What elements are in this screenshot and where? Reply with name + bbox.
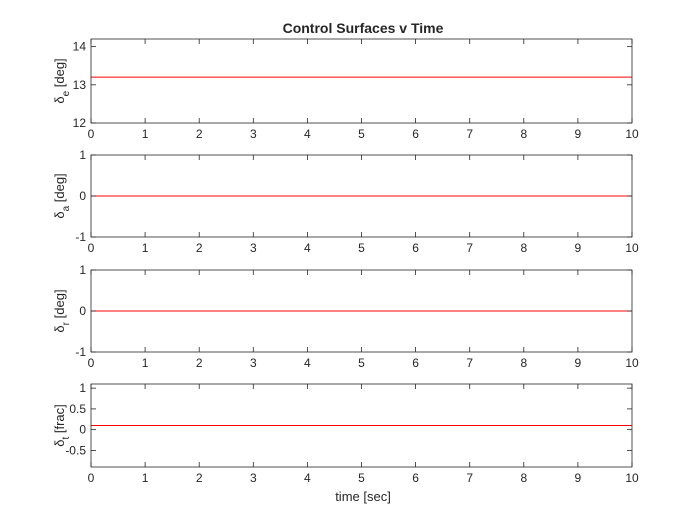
y-axis-label-symbol: δ: [52, 325, 67, 332]
x-tick-label: 7: [466, 356, 473, 370]
y-axis-label-subscript: e: [61, 90, 72, 96]
x-tick-label: 8: [520, 471, 527, 485]
x-tick-label: 6: [412, 241, 419, 255]
y-tick-label: 0.5: [69, 402, 86, 416]
x-tick-label: 4: [304, 241, 311, 255]
x-tick-label: 9: [575, 356, 582, 370]
x-tick-label: 1: [142, 356, 149, 370]
y-tick-label: 1: [79, 263, 86, 277]
y-axis-label-symbol: δ: [52, 96, 67, 103]
x-tick-label: 9: [575, 471, 582, 485]
x-tick-label: 9: [575, 127, 582, 141]
x-tick-label: 4: [304, 471, 311, 485]
x-tick-label: 4: [304, 127, 311, 141]
x-tick-label: 7: [466, 471, 473, 485]
y-tick-label: 1: [79, 148, 86, 162]
x-tick-label: 3: [250, 241, 257, 255]
y-axis-label-1: δe [deg]: [52, 58, 72, 103]
y-tick-label: -0.5: [65, 443, 86, 457]
y-axis-label-subscript: t: [61, 437, 72, 440]
x-tick-label: 10: [625, 127, 639, 141]
x-tick-label: 5: [358, 127, 365, 141]
x-tick-label: 5: [358, 471, 365, 485]
x-tick-label: 2: [196, 127, 203, 141]
x-tick-label: 1: [142, 127, 149, 141]
x-axis-label: time [sec]: [335, 489, 391, 504]
y-tick-label: 0: [79, 423, 86, 437]
x-tick-label: 6: [412, 127, 419, 141]
y-axis-label-symbol: δ: [52, 440, 67, 447]
y-axis-label-4: δt [frac]: [52, 404, 72, 447]
x-tick-label: 4: [304, 356, 311, 370]
x-tick-label: 0: [88, 127, 95, 141]
x-tick-label: 9: [575, 241, 582, 255]
x-tick-label: 7: [466, 241, 473, 255]
y-axis-label-3: δr [deg]: [52, 289, 72, 332]
chart-title: Control Surfaces v Time: [283, 20, 444, 36]
x-tick-label: 8: [520, 127, 527, 141]
x-tick-label: 6: [412, 471, 419, 485]
y-axis-label-unit: [deg]: [52, 58, 67, 91]
x-tick-label: 1: [142, 241, 149, 255]
y-axis-label-unit: [frac]: [52, 404, 67, 437]
x-tick-label: 2: [196, 471, 203, 485]
x-tick-label: 3: [250, 127, 257, 141]
x-tick-label: 0: [88, 356, 95, 370]
y-tick-label: 1: [79, 381, 86, 395]
x-tick-label: 7: [466, 127, 473, 141]
y-tick-label: 0: [79, 304, 86, 318]
y-axis-label-subscript: a: [61, 205, 72, 211]
x-tick-label: 8: [520, 356, 527, 370]
y-tick-label: -1: [75, 345, 86, 359]
x-tick-label: 3: [250, 356, 257, 370]
y-axis-label-unit: [deg]: [52, 289, 67, 322]
x-tick-label: 1: [142, 471, 149, 485]
x-tick-label: 2: [196, 356, 203, 370]
x-tick-label: 5: [358, 356, 365, 370]
x-tick-label: 6: [412, 356, 419, 370]
x-tick-label: 3: [250, 471, 257, 485]
y-tick-label: 14: [73, 40, 87, 54]
y-tick-label: -1: [75, 230, 86, 244]
y-tick-label: 0: [79, 189, 86, 203]
y-axis-label-unit: [deg]: [52, 173, 67, 206]
y-tick-label: 12: [73, 116, 87, 130]
x-tick-label: 8: [520, 241, 527, 255]
x-tick-label: 10: [625, 241, 639, 255]
y-tick-label: 13: [73, 78, 87, 92]
y-axis-label-2: δa [deg]: [52, 173, 72, 218]
x-tick-label: 10: [625, 471, 639, 485]
x-tick-label: 2: [196, 241, 203, 255]
x-tick-label: 0: [88, 241, 95, 255]
x-tick-label: 10: [625, 356, 639, 370]
x-tick-label: 5: [358, 241, 365, 255]
y-axis-label-symbol: δ: [52, 211, 67, 218]
y-axis-label-subscript: r: [61, 321, 72, 325]
x-tick-label: 0: [88, 471, 95, 485]
